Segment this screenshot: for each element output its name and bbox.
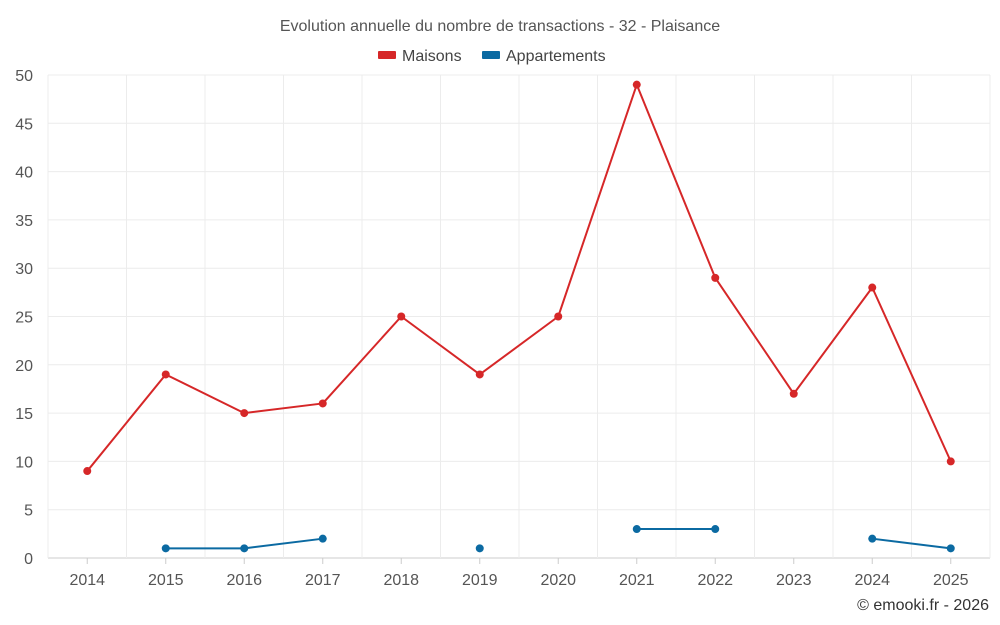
data-point[interactable]: [632, 525, 641, 534]
series-line: [872, 537, 951, 550]
legend-swatch-appartements: [482, 51, 500, 59]
y-tick-label: 20: [15, 358, 33, 375]
y-tick-label: 25: [15, 310, 33, 327]
data-point[interactable]: [318, 534, 327, 543]
y-tick-label: 15: [15, 406, 33, 423]
y-tick-label: 10: [15, 454, 33, 471]
data-point[interactable]: [240, 409, 249, 418]
x-tick-label: 2021: [619, 572, 655, 589]
data-point[interactable]: [475, 370, 484, 379]
data-point[interactable]: [240, 544, 249, 553]
data-point[interactable]: [554, 312, 563, 321]
data-point[interactable]: [83, 467, 92, 476]
y-tick-label: 30: [15, 261, 33, 278]
chart-title: Evolution annuelle du nombre de transact…: [280, 18, 720, 35]
y-tick-label: 35: [15, 213, 33, 230]
data-point[interactable]: [397, 312, 406, 321]
data-point[interactable]: [711, 525, 720, 534]
x-tick-label: 2016: [226, 572, 262, 589]
series-maisons: [83, 80, 955, 476]
x-tick-label: 2018: [383, 572, 419, 589]
x-tick-label: 2020: [540, 572, 576, 589]
data-point[interactable]: [711, 273, 720, 282]
legend-item-appartements[interactable]: Appartements: [482, 48, 606, 65]
legend-item-maisons[interactable]: Maisons: [378, 48, 462, 65]
x-tick-label: 2015: [148, 572, 184, 589]
credit-text: © emooki.fr - 2026: [857, 597, 989, 614]
data-point[interactable]: [161, 370, 170, 379]
x-tick-label: 2023: [776, 572, 812, 589]
y-tick-label: 50: [15, 68, 33, 85]
series-appartements: [161, 525, 955, 553]
y-tick-label: 40: [15, 165, 33, 182]
x-tick-label: 2019: [462, 572, 498, 589]
legend-label-appartements: Appartements: [506, 48, 606, 65]
data-point[interactable]: [475, 544, 484, 553]
data-point[interactable]: [161, 544, 170, 553]
y-axis-ticks: 0 5 10 15 20 25 30 35 40 45 50: [15, 68, 33, 568]
data-point[interactable]: [632, 80, 641, 89]
grid: [47, 74, 991, 559]
data-point[interactable]: [946, 457, 955, 466]
data-point[interactable]: [946, 544, 955, 553]
y-tick-label: 5: [24, 503, 33, 520]
x-axis-ticks: 2014 2015 2016 2017 2018 2019 2020 2021 2022 2023…: [69, 558, 969, 589]
x-tick-label: 2024: [854, 572, 890, 589]
legend: Maisons Appartements: [378, 48, 606, 65]
y-tick-label: 45: [15, 116, 33, 133]
x-tick-label: 2017: [305, 572, 341, 589]
y-tick-label: 0: [24, 551, 33, 568]
legend-label-maisons: Maisons: [402, 48, 462, 65]
legend-swatch-maisons: [378, 51, 396, 59]
data-point[interactable]: [789, 389, 798, 398]
x-tick-label: 2025: [933, 572, 969, 589]
x-tick-label: 2022: [697, 572, 733, 589]
series-layer: [83, 80, 955, 553]
data-point[interactable]: [868, 534, 877, 543]
series-line: [86, 83, 952, 472]
x-tick-label: 2014: [69, 572, 105, 589]
data-point[interactable]: [318, 399, 327, 408]
data-point[interactable]: [868, 283, 877, 292]
